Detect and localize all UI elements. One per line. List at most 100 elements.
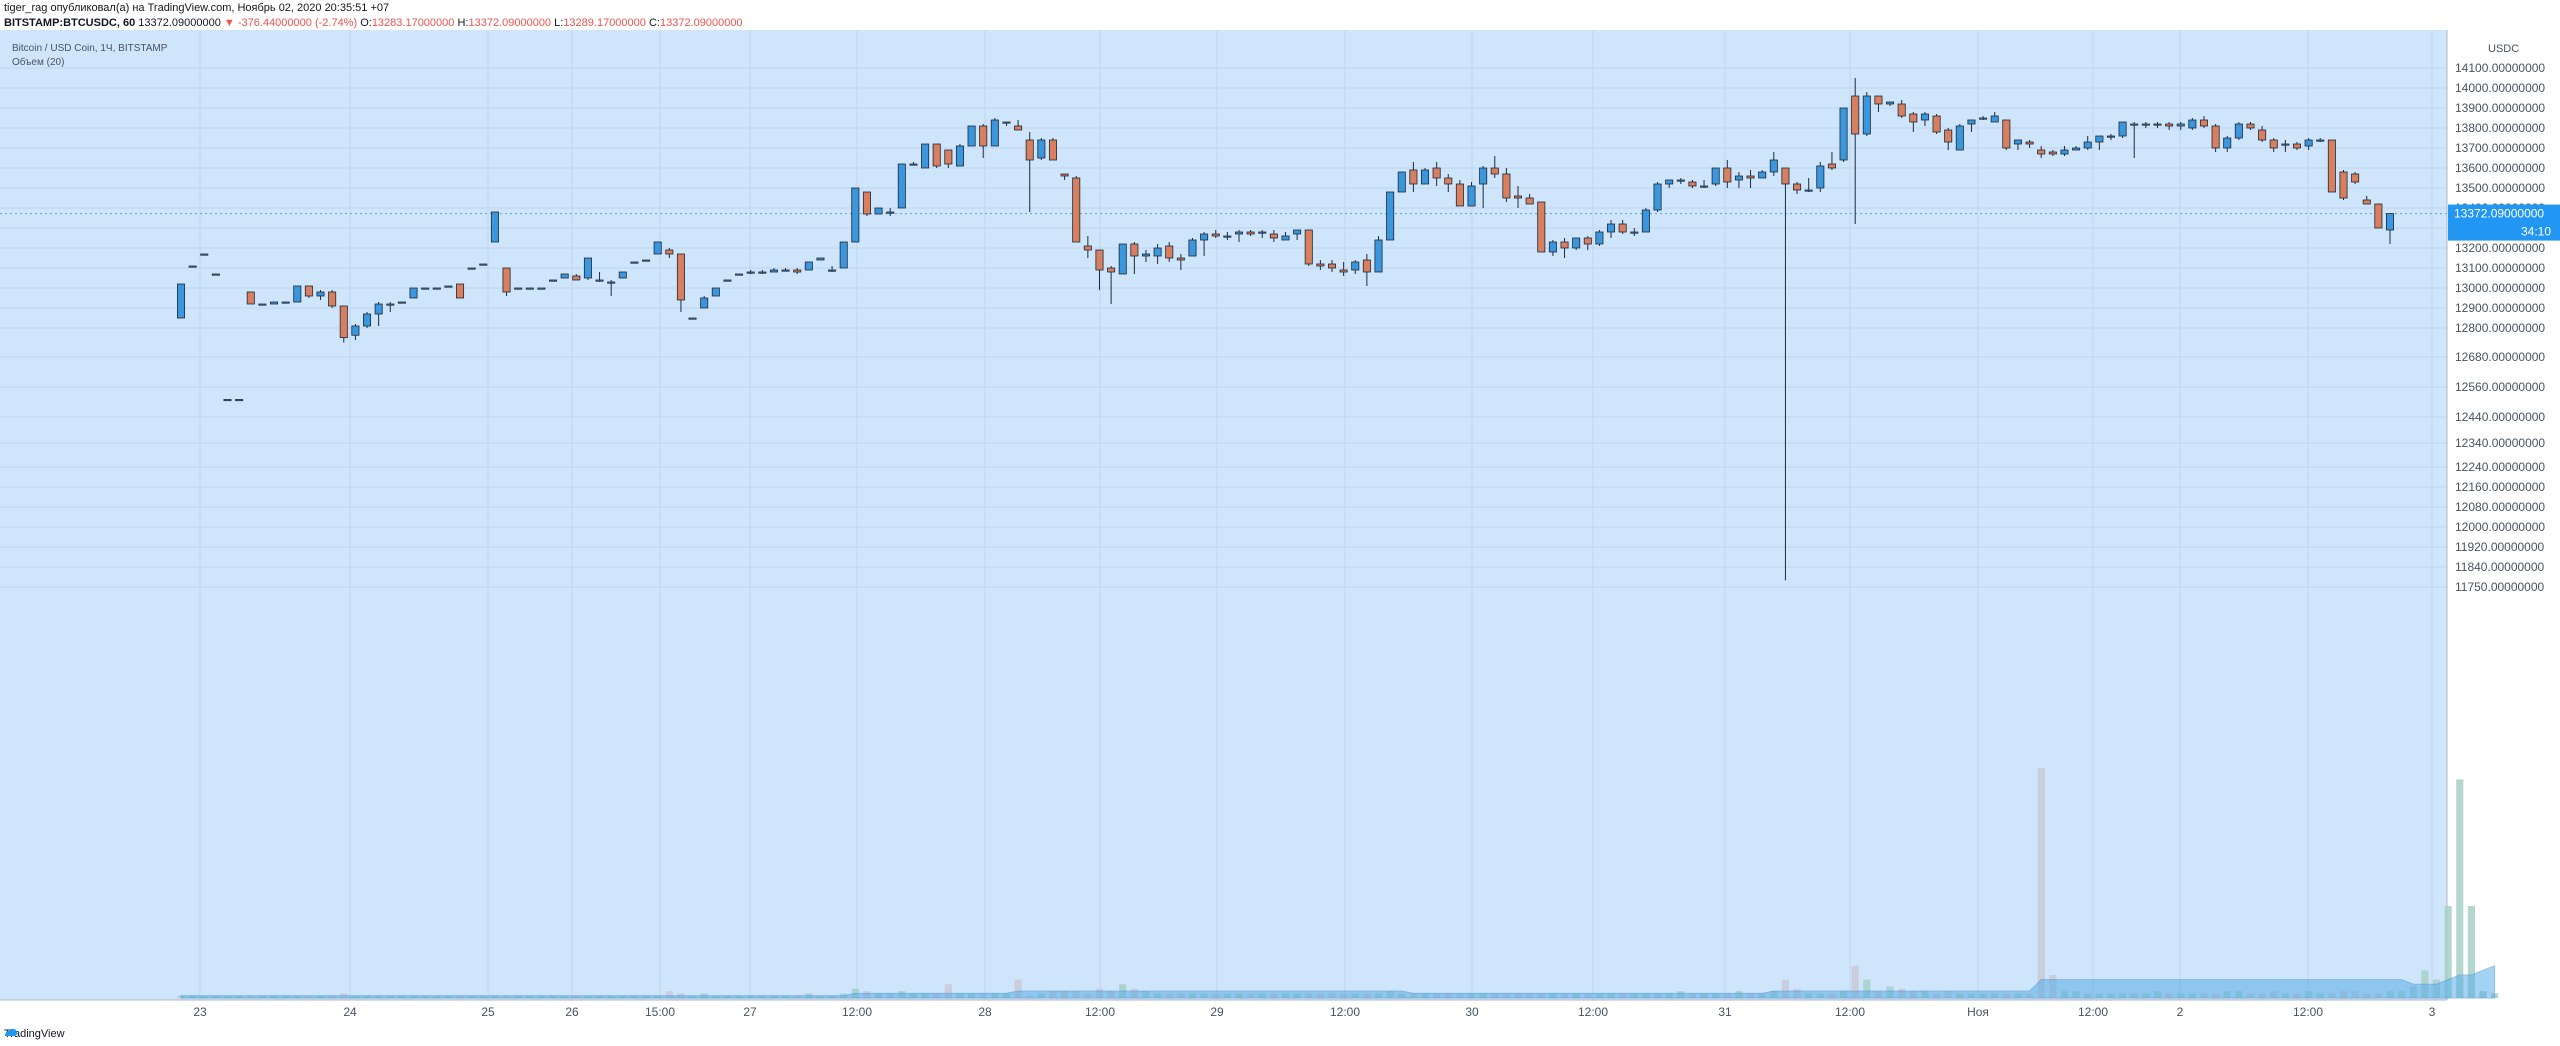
candle xyxy=(1979,116,1988,120)
candle-body xyxy=(1560,241,1569,249)
candle xyxy=(1723,160,1732,188)
candle-body xyxy=(409,287,418,299)
candle xyxy=(735,273,744,276)
candle xyxy=(1525,194,1534,205)
candle-body xyxy=(2211,125,2220,149)
volume-ma-area xyxy=(180,965,2496,999)
price-tick-label: 11750.00000000 xyxy=(2455,580,2545,594)
candle xyxy=(397,301,406,304)
plot-layer xyxy=(0,30,2447,1000)
candle xyxy=(525,287,534,290)
candle-body xyxy=(793,269,802,273)
candle-body xyxy=(572,275,581,281)
volume-bar xyxy=(944,984,952,998)
candle-body xyxy=(2281,143,2290,146)
time-axis: 23 24 25 26 15:00 27 12:00 28 12:00 29 12:00 30 12:0… xyxy=(0,999,2447,1019)
candle xyxy=(502,267,511,296)
candle-body xyxy=(2153,123,2162,126)
candle xyxy=(211,273,220,276)
tradingview-logo-icon xyxy=(5,1028,17,1036)
candle xyxy=(1304,229,1313,266)
candle xyxy=(176,283,186,319)
candle-body xyxy=(1595,231,1604,245)
volume-bar xyxy=(665,991,673,998)
candle-body xyxy=(2374,203,2383,229)
candle xyxy=(1583,236,1592,250)
candle xyxy=(1048,138,1057,161)
candle xyxy=(746,270,755,274)
candle-body xyxy=(1688,181,1697,187)
price-tick-label: 13600.00000000 xyxy=(2455,161,2545,175)
candle xyxy=(921,143,930,169)
candlestick-chart[interactable]: 14100.00000000 14000.00000000 13900.000000… xyxy=(0,30,2560,1030)
candle-body xyxy=(2037,149,2046,155)
candle xyxy=(456,283,465,299)
candle-body xyxy=(386,303,395,306)
candle xyxy=(2351,172,2360,184)
close-label: C: xyxy=(648,17,660,29)
candle-body xyxy=(1769,159,1778,173)
candle-body xyxy=(176,283,186,319)
price-tick-label: 13900.00000000 xyxy=(2455,101,2545,115)
candle xyxy=(723,279,732,282)
candle-body xyxy=(2048,151,2057,155)
candle xyxy=(1281,232,1290,241)
candle xyxy=(595,272,604,282)
candle-body xyxy=(490,211,499,243)
candle-body xyxy=(397,301,406,304)
candle-body xyxy=(595,279,604,282)
price-tick-label: 12080.00000000 xyxy=(2455,500,2545,514)
high-value: 13372.09000000 xyxy=(468,17,552,29)
candle-body xyxy=(1816,165,1825,189)
candle-body xyxy=(990,119,999,147)
candle xyxy=(1839,107,1848,162)
candle xyxy=(409,287,418,299)
candle-body xyxy=(665,249,674,255)
candle xyxy=(200,253,209,256)
candle-body xyxy=(1246,231,1255,235)
candle xyxy=(1630,228,1639,236)
candle xyxy=(1886,101,1895,106)
candle xyxy=(1502,168,1511,202)
candle-body xyxy=(456,283,465,299)
candle xyxy=(363,312,372,328)
candle xyxy=(1851,78,1860,224)
candle-body xyxy=(1316,263,1325,267)
candle-body xyxy=(967,125,976,147)
candle xyxy=(2118,121,2127,138)
candle xyxy=(1444,174,1453,192)
time-tick-label: 26 xyxy=(565,1005,579,1019)
candle xyxy=(2037,146,2046,158)
candle-body xyxy=(1723,167,1732,183)
candle-body xyxy=(2083,141,2092,149)
high-label: H: xyxy=(457,17,469,29)
candle xyxy=(2211,124,2220,152)
candle-body xyxy=(2199,119,2208,127)
candle xyxy=(1141,250,1150,262)
candle-body xyxy=(676,253,685,301)
candle-body xyxy=(502,267,511,293)
candle xyxy=(828,266,837,272)
price-tick-label: 12440.00000000 xyxy=(2455,410,2545,424)
candle-body xyxy=(514,287,523,290)
candle xyxy=(769,268,778,273)
candle xyxy=(1548,240,1557,256)
candle-body xyxy=(2118,121,2127,137)
candle xyxy=(839,241,848,269)
candle-body xyxy=(1095,249,1104,271)
candle xyxy=(2048,150,2057,156)
candle xyxy=(304,285,313,298)
candle xyxy=(1351,260,1360,274)
candle xyxy=(2083,136,2092,150)
candle-body xyxy=(1827,163,1836,169)
candle-body xyxy=(1514,195,1523,199)
candle xyxy=(2072,146,2081,151)
candle-body xyxy=(1328,263,1337,269)
candle-body xyxy=(2292,143,2301,149)
candle-body xyxy=(2013,139,2022,145)
chart-area[interactable]: 14100.00000000 14000.00000000 13900.000000… xyxy=(0,30,2560,1030)
candle xyxy=(781,268,790,272)
candle xyxy=(700,296,709,309)
candle-body xyxy=(1897,103,1906,117)
candle xyxy=(909,162,918,166)
